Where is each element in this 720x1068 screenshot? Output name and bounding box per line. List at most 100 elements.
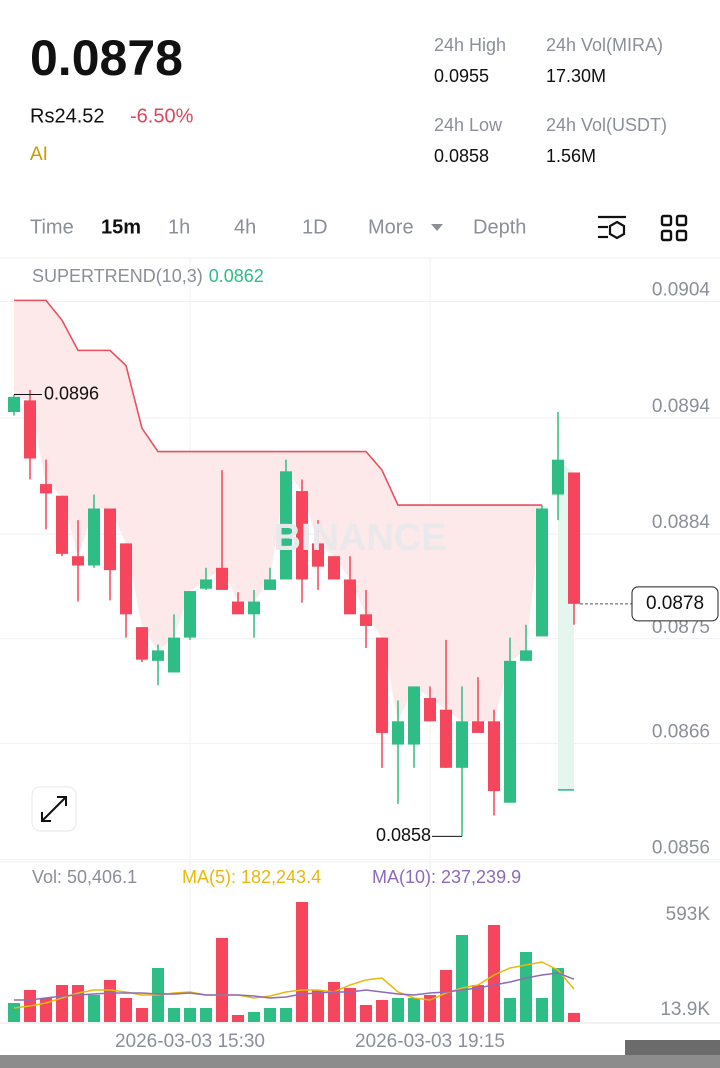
volume-bar	[296, 902, 308, 1022]
volume-bar	[8, 1002, 20, 1022]
volume-bar	[72, 984, 84, 1022]
candle-body	[360, 614, 372, 626]
candle-body	[344, 579, 356, 615]
candle-body	[552, 459, 564, 495]
stat-label: 24h Vol(USDT)	[546, 115, 667, 135]
candle-body	[456, 721, 468, 768]
candle-body	[376, 637, 388, 733]
candle-body	[280, 471, 292, 580]
candle-body	[200, 579, 212, 589]
candle-body	[504, 660, 516, 803]
tab[interactable]: 4h	[234, 216, 256, 238]
volume-bar	[88, 995, 100, 1022]
watermark: BINANCE	[273, 517, 446, 559]
y-tick-label: 0.0856	[652, 838, 710, 859]
candle-body	[104, 508, 116, 571]
candle-body	[472, 721, 484, 733]
stat-value: 17.30M	[546, 66, 606, 86]
volume-bar	[408, 998, 420, 1022]
ma10-line	[14, 972, 575, 1001]
candle-body	[24, 400, 36, 459]
tab[interactable]: 1h	[168, 216, 190, 238]
dropdown-arrow	[431, 224, 443, 231]
volume-bar	[472, 984, 484, 1022]
volume-bar	[56, 984, 68, 1022]
price-box-label: 0.0878	[646, 593, 704, 614]
candle-body	[120, 543, 132, 615]
y-tick-label: 0.0904	[652, 280, 711, 301]
candle-body	[184, 591, 196, 638]
stat-label: 24h Low	[434, 115, 503, 135]
tab[interactable]: Depth	[473, 216, 526, 238]
volume-bar	[264, 1007, 276, 1022]
stat-value: 0.0858	[434, 146, 489, 166]
candle-body	[216, 567, 228, 590]
tab[interactable]: 1D	[302, 216, 328, 238]
volume-bar	[328, 981, 340, 1022]
volume-bar	[568, 1012, 580, 1022]
volume-bar	[232, 1014, 244, 1022]
price-box	[631, 586, 719, 622]
volume-bar	[200, 1007, 212, 1022]
volume-bar	[280, 1007, 292, 1022]
volume-tick-label: 13.9K	[660, 999, 710, 1020]
volume-bar	[376, 1000, 388, 1022]
stat-label: 24h High	[434, 35, 506, 55]
candle-body	[328, 556, 340, 580]
x-tick-label: 2026-03-03 19:15	[355, 1031, 505, 1052]
candle-body	[40, 484, 52, 494]
candle-body	[264, 579, 276, 590]
candle-body	[408, 686, 420, 745]
candle-body	[72, 556, 84, 566]
candle-body	[152, 650, 164, 661]
candle-body	[424, 698, 436, 722]
volume-bar	[168, 1007, 180, 1022]
volume-bar	[552, 967, 564, 1022]
layout-icon[interactable]	[660, 214, 688, 242]
volume-bar	[392, 998, 404, 1022]
tab[interactable]: Time	[30, 216, 74, 238]
max-label: 0.0896	[44, 383, 99, 403]
candle-body	[8, 396, 20, 412]
ma5-label: MA(5): 182,243.4	[182, 867, 321, 887]
system-bar	[625, 1040, 720, 1055]
last-price: 0.0878	[30, 30, 183, 86]
y-tick-label: 0.0884	[652, 512, 711, 533]
plot: 0.0904 0.0894 0.0884 0.0875 0.0866 0.0856 593K…	[0, 280, 720, 1052]
min-label: 0.0858	[376, 825, 431, 845]
candle-body	[296, 491, 308, 580]
y-tick-label: 0.0866	[652, 721, 710, 742]
settings-icon[interactable]	[598, 215, 626, 240]
candle-body	[168, 637, 180, 673]
volume-bar	[424, 995, 436, 1022]
tab[interactable]: More	[368, 216, 414, 238]
volume-bar	[248, 1012, 260, 1022]
supertrend-fill	[14, 300, 542, 722]
candle-body	[392, 721, 404, 745]
volume-bar	[344, 988, 356, 1022]
candle-body	[88, 508, 100, 566]
ma10-label: MA(10): 237,239.9	[372, 867, 521, 887]
expand-button[interactable]	[31, 786, 77, 832]
indicator-name: SUPERTREND(10,3)	[32, 266, 203, 286]
stat-value: 1.56M	[546, 146, 596, 166]
candle-body	[568, 472, 580, 604]
candle-body	[248, 601, 260, 615]
volume-bar	[136, 1007, 148, 1022]
volume-label: Vol: 50,406.1	[32, 867, 137, 887]
candle-body	[488, 721, 500, 792]
ai-badge[interactable]: AI	[30, 144, 48, 165]
indicator-value: 0.0862	[209, 266, 264, 286]
ma5-line	[13, 961, 575, 1009]
candle-body	[440, 709, 452, 768]
candle-body	[232, 601, 244, 615]
volume-bar	[104, 979, 116, 1022]
supertrend-line	[14, 299, 542, 506]
tab-active[interactable]: 15m	[101, 216, 141, 238]
volume-tick-label: 593K	[666, 904, 711, 925]
volume-bar	[488, 924, 500, 1022]
volume-bar	[520, 952, 532, 1022]
x-tick-label: 2026-03-03 15:30	[115, 1031, 265, 1052]
